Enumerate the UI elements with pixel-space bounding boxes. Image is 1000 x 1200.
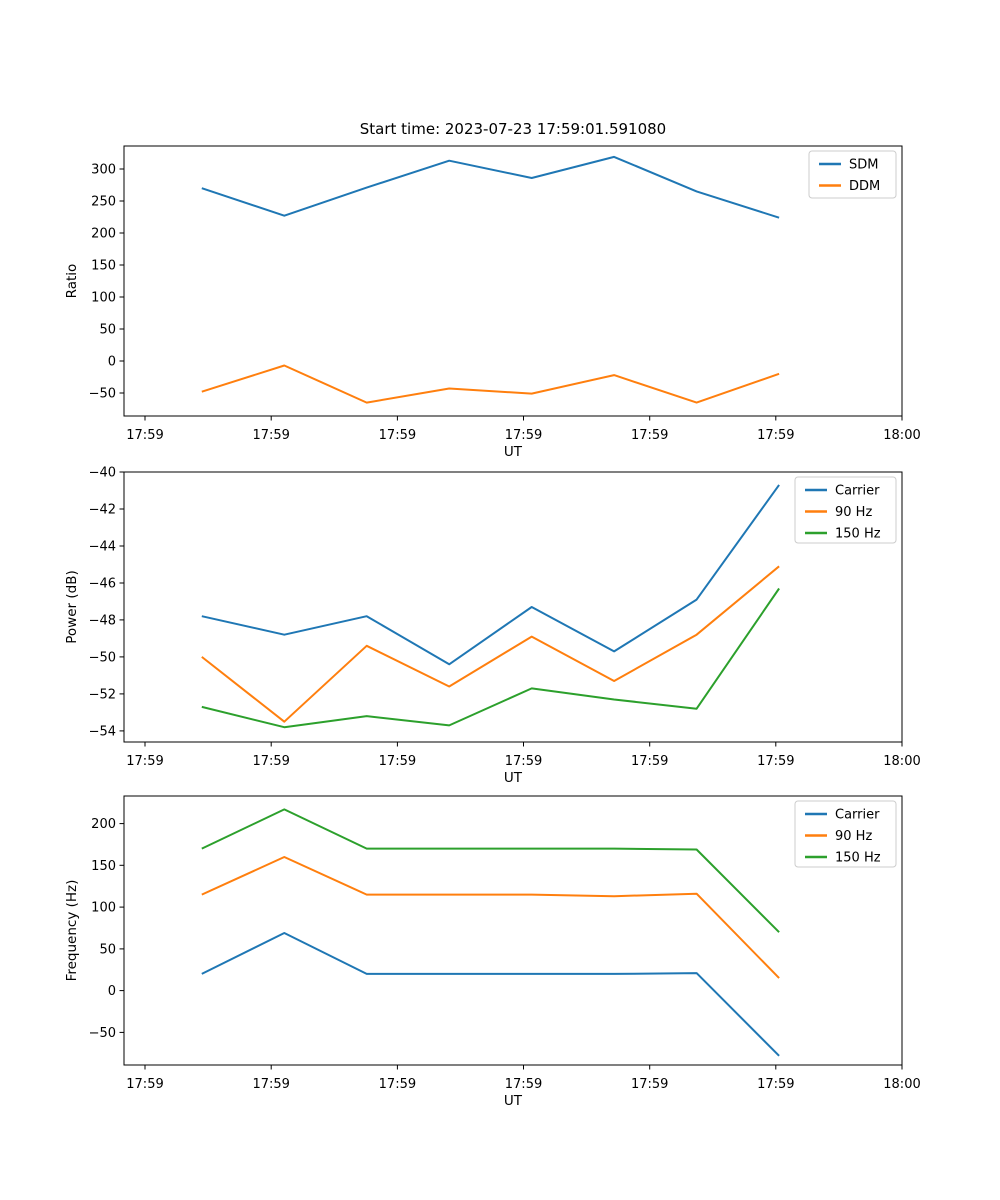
y-tick-label: 200 — [91, 817, 116, 832]
subplot-ratio: 300 250 200 150 100 50 0 −50 17:59 17:59 17:59 17:5… — [64, 145, 921, 460]
x-tick-label: 17:59 — [631, 754, 668, 769]
y-axis-title: Ratio — [64, 264, 80, 299]
y-tick-label: 150 — [91, 259, 116, 274]
plot-frame — [123, 471, 903, 743]
x-tick-label: 17:59 — [252, 754, 289, 769]
legend: SDM DDM — [808, 150, 897, 199]
subplot-frequency-hz: 200 150 100 50 0 −50 17:59 17:59 17:59 17:59 17:59… — [64, 795, 921, 1109]
y-tick-label: −52 — [89, 687, 116, 702]
x-tick-label: 17:59 — [379, 754, 416, 769]
series-line-ddm — [201, 364, 780, 404]
x-tick-label: 17:59 — [757, 1077, 794, 1092]
y-tick-label: 50 — [99, 323, 116, 338]
series-line-90-hz — [201, 856, 780, 979]
y-tick-label: 200 — [91, 227, 116, 242]
series-line-carrier — [201, 484, 780, 666]
x-tick-label: 17:59 — [379, 428, 416, 443]
series-line-carrier — [201, 932, 780, 1057]
y-tick-label: −48 — [89, 613, 116, 628]
x-tick-label: 17:59 — [631, 428, 668, 443]
y-tick-label: −50 — [89, 1026, 116, 1041]
y-tick-label: −50 — [89, 650, 116, 665]
plot-frame — [123, 795, 903, 1066]
legend-label-carrier: Carrier — [835, 484, 880, 499]
y-tick-label: 0 — [108, 984, 116, 999]
y-tick-label: −46 — [89, 577, 116, 592]
y-tick-label: 150 — [91, 859, 116, 874]
legend-label-90-hz: 90 Hz — [835, 505, 872, 520]
y-tick-label: 50 — [99, 942, 116, 957]
series-line-150-hz — [201, 587, 780, 729]
y-tick-label: −50 — [89, 387, 116, 402]
legend-label-90-hz: 90 Hz — [835, 829, 872, 844]
x-tick-label: 17:59 — [126, 754, 163, 769]
legend-label-carrier: Carrier — [835, 808, 880, 823]
x-tick-label: 18:00 — [883, 754, 920, 769]
y-tick-label: −40 — [89, 466, 116, 481]
x-tick-label: 18:00 — [883, 428, 920, 443]
legend-label-150-hz: 150 Hz — [835, 851, 881, 866]
x-axis-title: UT — [504, 1093, 523, 1109]
figure-title: Start time: 2023-07-23 17:59:01.591080 — [359, 120, 667, 138]
x-tick-label: 17:59 — [757, 428, 794, 443]
x-tick-label: 17:59 — [126, 1077, 163, 1092]
y-tick-label: 100 — [91, 901, 116, 916]
x-tick-label: 17:59 — [631, 1077, 668, 1092]
legend: Carrier 90 Hz 150 Hz — [794, 476, 897, 544]
legend-box — [794, 800, 897, 868]
legend-box — [794, 476, 897, 544]
legend-label-150-hz: 150 Hz — [835, 527, 881, 542]
series-line-150-hz — [201, 808, 780, 933]
legend: Carrier 90 Hz 150 Hz — [794, 800, 897, 868]
x-tick-label: 17:59 — [505, 428, 542, 443]
y-tick-label: 100 — [91, 291, 116, 306]
legend-label-sdm: SDM — [849, 158, 878, 173]
y-tick-label: −42 — [89, 503, 116, 518]
y-axis-title: Frequency (Hz) — [64, 880, 80, 982]
x-tick-label: 17:59 — [252, 428, 289, 443]
series-line-90-hz — [201, 565, 780, 723]
x-axis-title: UT — [504, 770, 523, 786]
x-tick-label: 17:59 — [379, 1077, 416, 1092]
y-tick-label: −44 — [89, 540, 116, 555]
y-tick-label: −54 — [89, 724, 116, 739]
x-tick-label: 18:00 — [883, 1077, 920, 1092]
y-tick-label: 300 — [91, 163, 116, 178]
x-tick-label: 17:59 — [505, 754, 542, 769]
x-tick-label: 17:59 — [252, 1077, 289, 1092]
series-line-sdm — [201, 155, 780, 219]
x-axis-title: UT — [504, 444, 523, 460]
y-tick-label: 250 — [91, 195, 116, 210]
plot-frame — [123, 145, 903, 417]
x-tick-label: 17:59 — [757, 754, 794, 769]
y-tick-label: 0 — [108, 355, 116, 370]
legend-label-ddm: DDM — [849, 179, 880, 194]
x-tick-label: 17:59 — [126, 428, 163, 443]
subplot-power-db: −40 −42 −44 −46 −48 −50 −52 −54 17:59 17:59 17:59 1… — [64, 466, 921, 787]
x-tick-label: 17:59 — [505, 1077, 542, 1092]
y-axis-title: Power (dB) — [64, 570, 80, 643]
